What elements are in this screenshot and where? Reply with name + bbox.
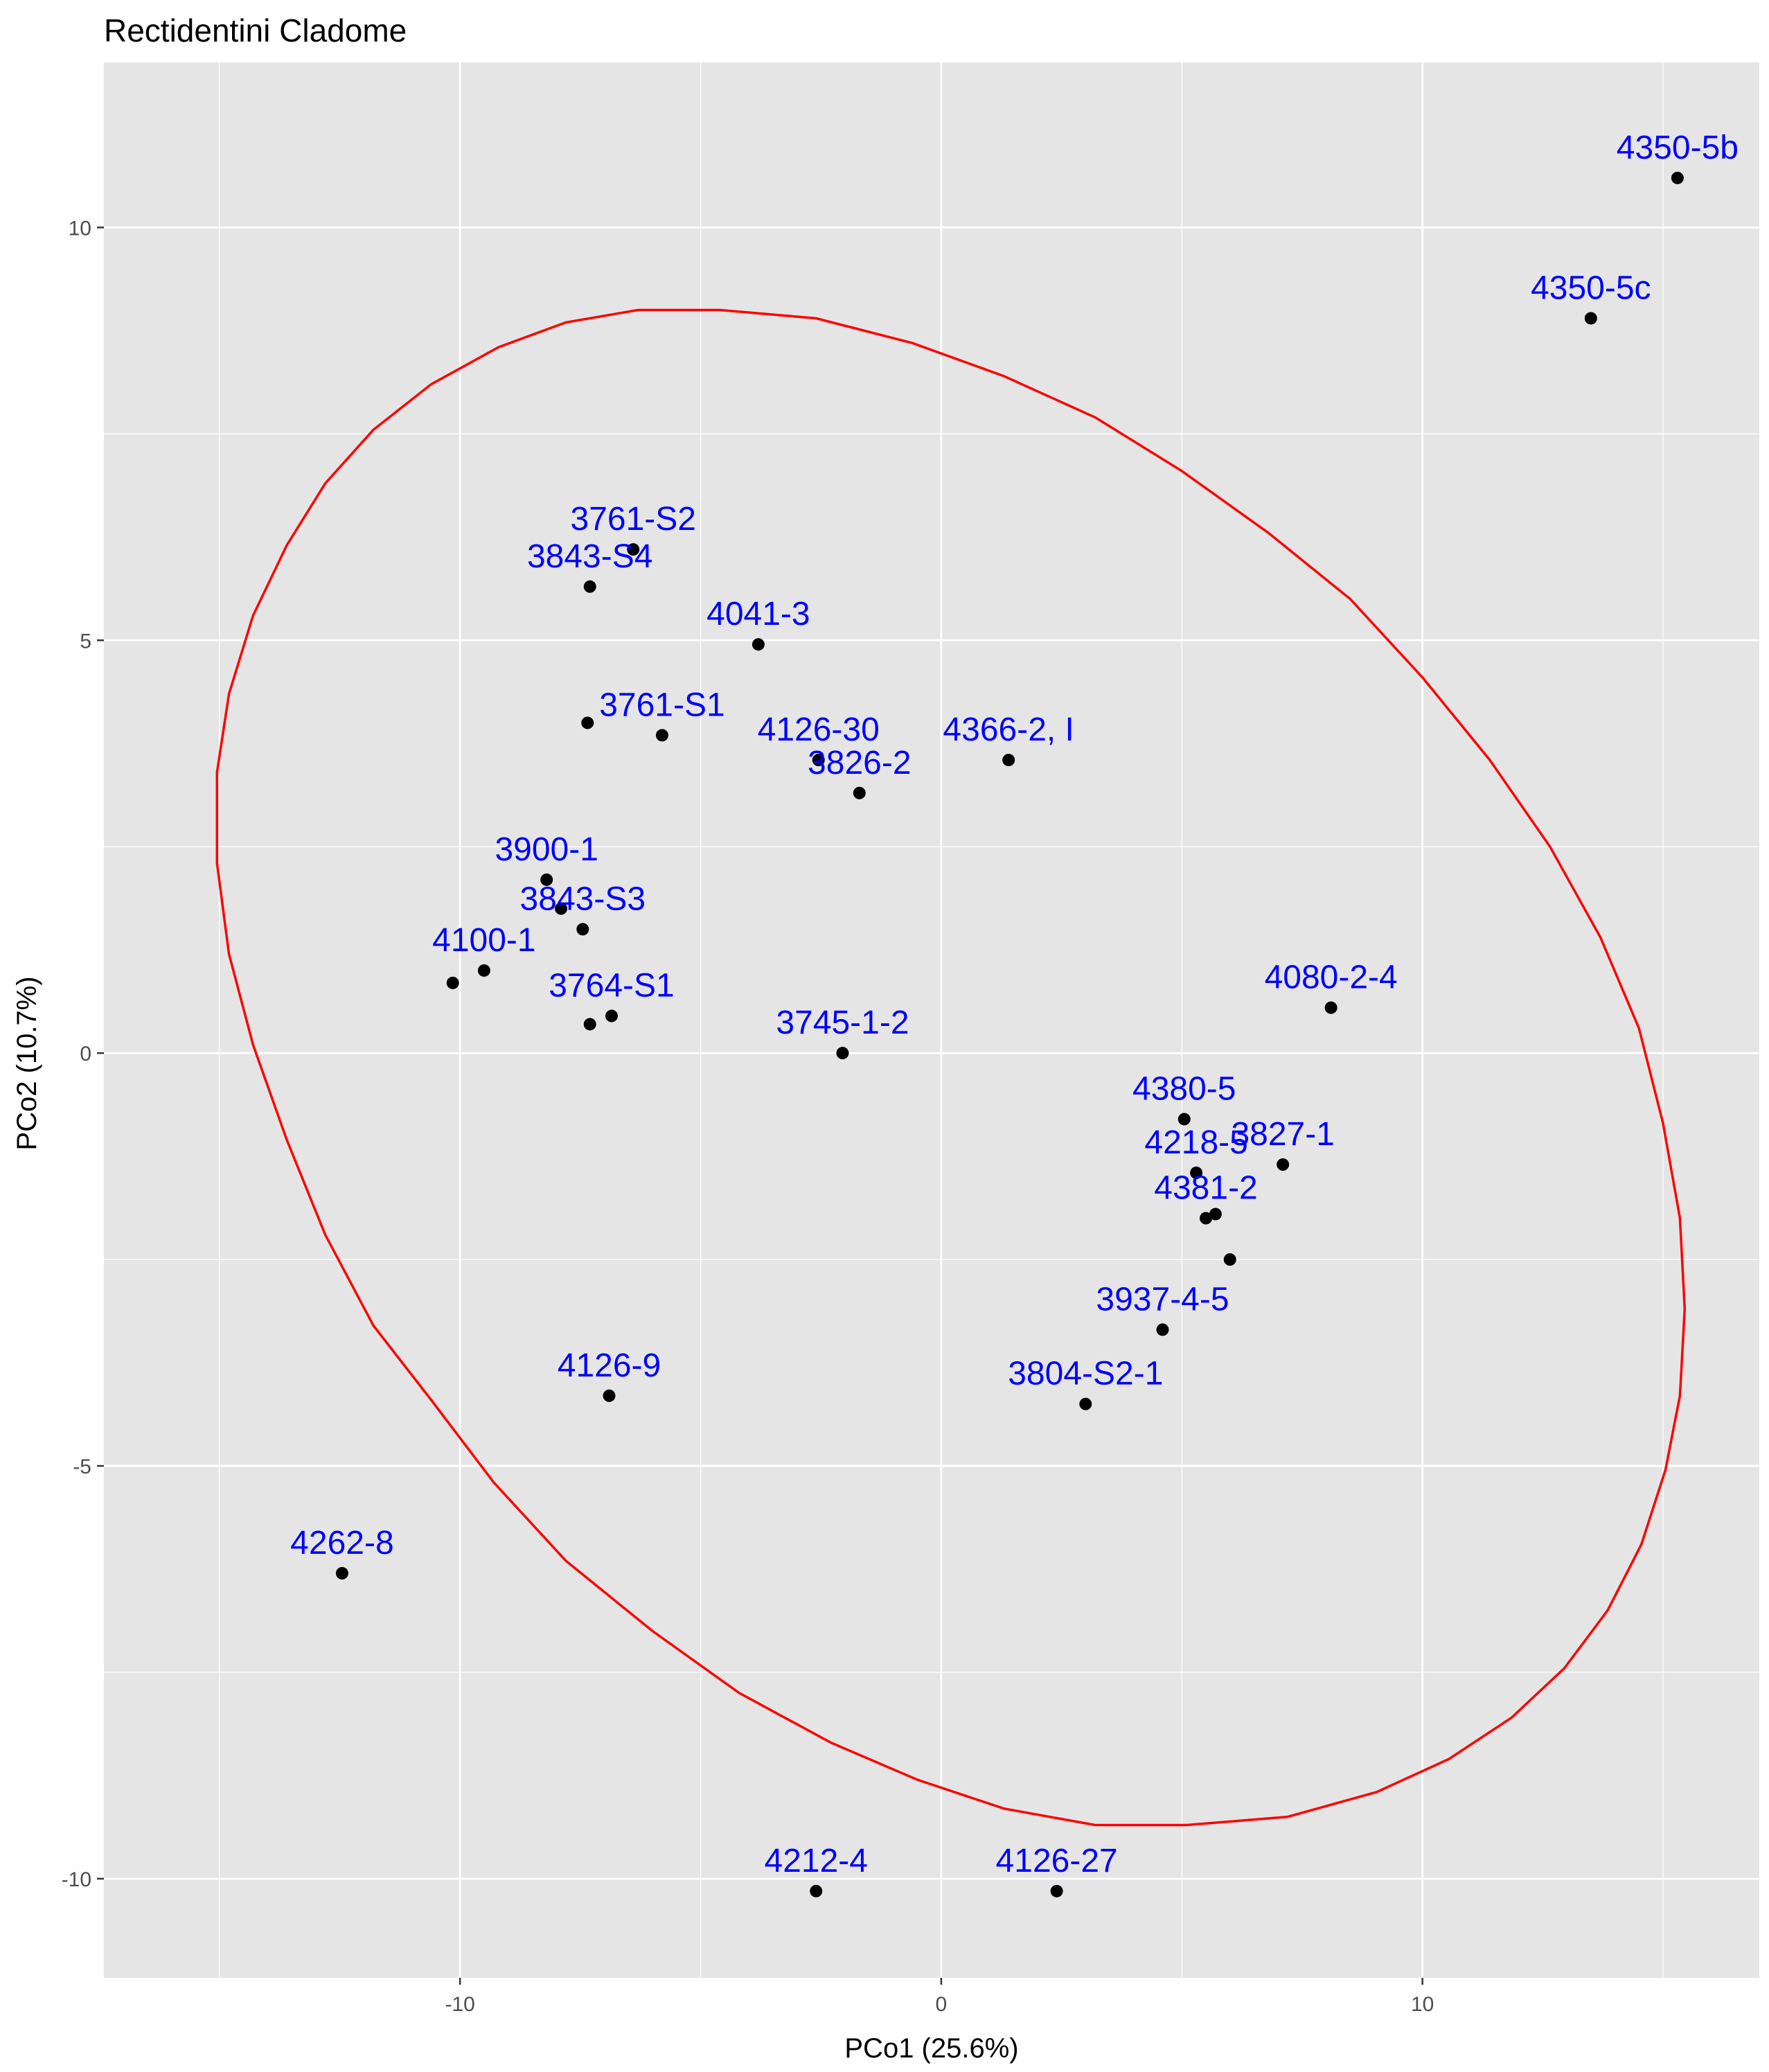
point-label: 4126-9 [558,1347,661,1384]
data-point [752,638,765,651]
y-axis-title: PCo2 (10.7%) [12,976,42,1150]
point-label: 3826-2 [808,745,911,781]
data-point [1324,1001,1337,1014]
data-point [477,964,490,977]
data-point [1050,1884,1063,1897]
data-point [1177,1113,1191,1126]
data-point [1277,1158,1290,1171]
data-point [555,902,568,915]
data-point [581,716,594,729]
data-point [446,976,459,989]
point-label: 4080-2-4 [1265,959,1398,996]
point-label: 4350-5c [1531,269,1651,306]
data-point [576,923,589,936]
point-label: 4218-5 [1144,1124,1247,1161]
x-axis-title: PCo1 (25.6%) [844,2033,1018,2064]
data-point [1156,1323,1169,1336]
minor-gridlines [104,62,1759,1978]
point-label: 3843-S3 [520,880,646,917]
data-points [335,171,1684,1897]
confidence-ellipse [215,308,1687,1827]
y-tick-label: -5 [73,1455,91,1478]
data-point [853,786,866,799]
point-label: 3827-1 [1231,1116,1334,1153]
y-tick-label: 0 [80,1043,91,1065]
point-label: 3843-S4 [527,538,652,575]
data-point [335,1567,348,1580]
data-point [583,1018,596,1031]
point-label: 4126-27 [996,1843,1118,1879]
y-tick-label: 10 [69,217,91,240]
data-point [836,1047,849,1060]
point-label: 3900-1 [495,831,598,868]
x-axis-ticks: -10 0 10 [445,1978,1434,2016]
point-label: 4350-5b [1617,130,1739,166]
point-label: 3745-1-2 [776,1004,909,1041]
point-label: 4212-4 [765,1843,868,1879]
point-label: 4126-30 [758,711,880,748]
data-point [655,729,668,742]
plot-panel [104,62,1759,1978]
point-label: 3937-4-5 [1096,1281,1229,1318]
data-point [810,1884,823,1897]
x-tick-label: 0 [936,1993,948,2016]
y-axis-ticks: -10 -5 0 5 10 [62,217,104,1891]
data-point [1002,754,1015,767]
data-point [540,873,553,886]
y-tick-label: 5 [80,630,91,653]
data-point [603,1389,616,1402]
data-point [1671,171,1684,184]
data-point [1200,1212,1213,1225]
point-label: 3804-S2-1 [1008,1356,1163,1392]
data-point [605,1009,618,1022]
data-point [1079,1397,1092,1410]
x-tick-label: 10 [1411,1993,1434,2016]
point-label: 3761-S1 [599,687,725,723]
data-point [1209,1207,1222,1221]
point-label: 4381-2 [1154,1170,1257,1207]
point-label: 4262-8 [290,1525,393,1561]
point-label: 4100-1 [432,922,535,959]
data-point [583,580,596,593]
chart-title: Rectidentini Cladome [104,12,407,48]
data-point [627,543,640,556]
data-point [1223,1253,1236,1266]
data-point [1584,312,1597,325]
data-point [812,754,825,767]
point-label: 3764-S1 [549,968,674,1004]
point-label: 4366-2, I [943,711,1074,748]
x-tick-label: -10 [445,1993,474,2016]
point-label: 3761-S2 [571,501,696,538]
point-label: 4041-3 [706,596,810,632]
y-tick-label: -10 [62,1868,91,1891]
point-label: 4380-5 [1132,1071,1236,1108]
data-point [1190,1166,1203,1179]
major-gridlines [104,62,1759,1978]
